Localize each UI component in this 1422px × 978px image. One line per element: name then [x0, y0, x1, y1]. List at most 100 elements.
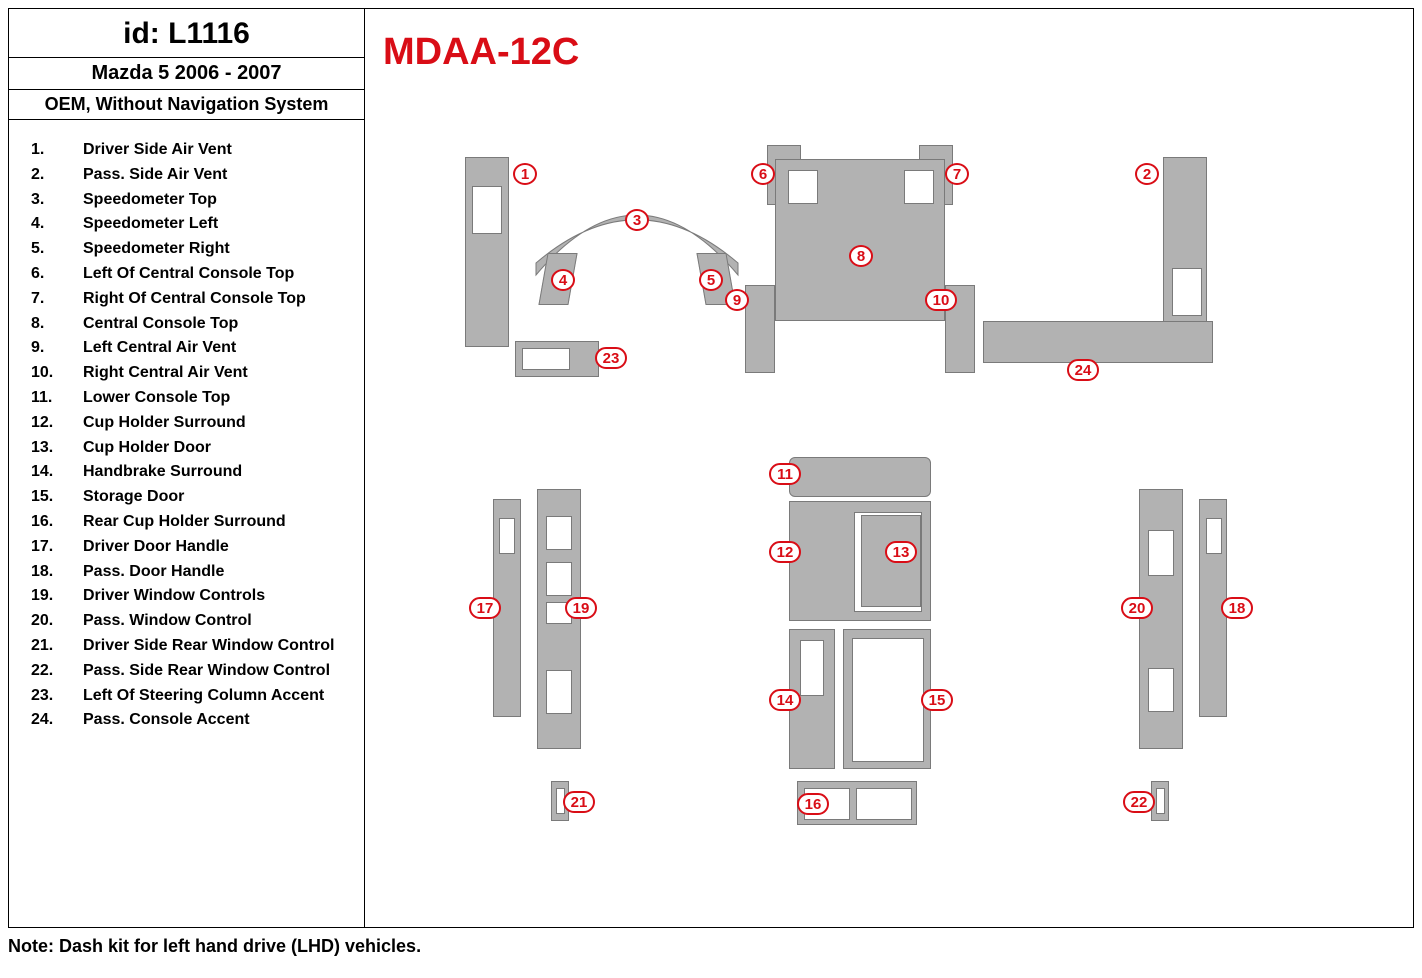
parts-list-row: 1.Driver Side Air Vent	[31, 138, 354, 163]
footer-note: Note: Dash kit for left hand drive (LHD)…	[8, 936, 421, 957]
part-number: 4.	[31, 212, 83, 237]
callout-13: 13	[885, 541, 917, 563]
parts-list-row: 18.Pass. Door Handle	[31, 560, 354, 585]
parts-list-row: 15.Storage Door	[31, 485, 354, 510]
part-label: Cup Holder Surround	[83, 411, 354, 436]
part-label: Driver Window Controls	[83, 584, 354, 609]
callout-9: 9	[725, 289, 749, 311]
shape-cutout	[522, 348, 570, 370]
parts-list: 1.Driver Side Air Vent2.Pass. Side Air V…	[9, 120, 364, 733]
part-label: Left Central Air Vent	[83, 336, 354, 361]
shape-cutout	[904, 170, 934, 204]
parts-list-row: 13.Cup Holder Door	[31, 436, 354, 461]
parts-list-row: 2.Pass. Side Air Vent	[31, 163, 354, 188]
callout-3: 3	[625, 209, 649, 231]
part-number: 14.	[31, 460, 83, 485]
parts-list-row: 22.Pass. Side Rear Window Control	[31, 659, 354, 684]
part-label: Pass. Console Accent	[83, 708, 354, 733]
part-label: Driver Side Rear Window Control	[83, 634, 354, 659]
diagram-panel: MDAA-12C 1234567891011121314151617181920…	[365, 9, 1413, 927]
shape-20	[1139, 489, 1183, 749]
part-label: Driver Side Air Vent	[83, 138, 354, 163]
callout-24: 24	[1067, 359, 1099, 381]
part-label: Right Central Air Vent	[83, 361, 354, 386]
callout-21: 21	[563, 791, 595, 813]
parts-list-row: 9.Left Central Air Vent	[31, 336, 354, 361]
part-number: 19.	[31, 584, 83, 609]
part-number: 9.	[31, 336, 83, 361]
outer-frame: id: L1116 Mazda 5 2006 - 2007 OEM, Witho…	[8, 8, 1414, 928]
parts-list-row: 19.Driver Window Controls	[31, 584, 354, 609]
callout-23: 23	[595, 347, 627, 369]
shape-cutout	[499, 518, 515, 554]
shape-cutout	[472, 186, 502, 234]
callout-7: 7	[945, 163, 969, 185]
parts-list-row: 17.Driver Door Handle	[31, 535, 354, 560]
part-label: Left Of Steering Column Accent	[83, 684, 354, 709]
part-label: Pass. Side Rear Window Control	[83, 659, 354, 684]
callout-18: 18	[1221, 597, 1253, 619]
parts-list-row: 12.Cup Holder Surround	[31, 411, 354, 436]
callout-16: 16	[797, 793, 829, 815]
parts-list-row: 4.Speedometer Left	[31, 212, 354, 237]
callout-15: 15	[921, 689, 953, 711]
shape-11	[789, 457, 931, 497]
parts-list-row: 16.Rear Cup Holder Surround	[31, 510, 354, 535]
shape-cutout	[1172, 268, 1202, 316]
shape-cutout	[1206, 518, 1222, 554]
shape-cutout	[546, 562, 572, 596]
shape-8	[775, 159, 945, 321]
shape-19	[537, 489, 581, 749]
callout-19: 19	[565, 597, 597, 619]
shape-1	[465, 157, 509, 347]
callout-20: 20	[1121, 597, 1153, 619]
shape-cutout	[856, 788, 912, 820]
parts-list-row: 6.Left Of Central Console Top	[31, 262, 354, 287]
callout-14: 14	[769, 689, 801, 711]
part-number: 2.	[31, 163, 83, 188]
part-label: Speedometer Top	[83, 188, 354, 213]
part-number: 16.	[31, 510, 83, 535]
part-number: 18.	[31, 560, 83, 585]
shape-cutout	[800, 640, 824, 696]
part-number: 6.	[31, 262, 83, 287]
part-label: Speedometer Left	[83, 212, 354, 237]
part-number: 1.	[31, 138, 83, 163]
part-number: 12.	[31, 411, 83, 436]
callout-10: 10	[925, 289, 957, 311]
part-number: 5.	[31, 237, 83, 262]
shape-cutout	[546, 670, 572, 714]
shape-cutout	[852, 638, 924, 762]
part-label: Pass. Window Control	[83, 609, 354, 634]
callout-11: 11	[769, 463, 801, 485]
shape-cutout	[546, 516, 572, 550]
part-number: 21.	[31, 634, 83, 659]
part-number: 11.	[31, 386, 83, 411]
legend-panel: id: L1116 Mazda 5 2006 - 2007 OEM, Witho…	[9, 9, 365, 927]
part-label: Pass. Side Air Vent	[83, 163, 354, 188]
callout-4: 4	[551, 269, 575, 291]
part-label: Right Of Central Console Top	[83, 287, 354, 312]
parts-list-row: 11.Lower Console Top	[31, 386, 354, 411]
shape-cutout	[1156, 788, 1165, 814]
shape-24	[983, 321, 1213, 363]
part-number: 3.	[31, 188, 83, 213]
part-label: Handbrake Surround	[83, 460, 354, 485]
part-label: Lower Console Top	[83, 386, 354, 411]
legend-variant: OEM, Without Navigation System	[9, 90, 364, 119]
callout-17: 17	[469, 597, 501, 619]
part-number: 23.	[31, 684, 83, 709]
shape-cutout	[1148, 530, 1174, 576]
parts-list-row: 10.Right Central Air Vent	[31, 361, 354, 386]
callout-5: 5	[699, 269, 723, 291]
part-number: 7.	[31, 287, 83, 312]
part-number: 8.	[31, 312, 83, 337]
callout-12: 12	[769, 541, 801, 563]
part-label: Storage Door	[83, 485, 354, 510]
parts-list-row: 21.Driver Side Rear Window Control	[31, 634, 354, 659]
parts-list-row: 23.Left Of Steering Column Accent	[31, 684, 354, 709]
parts-list-row: 5.Speedometer Right	[31, 237, 354, 262]
shape-2	[1163, 157, 1207, 347]
part-number: 17.	[31, 535, 83, 560]
part-number: 10.	[31, 361, 83, 386]
